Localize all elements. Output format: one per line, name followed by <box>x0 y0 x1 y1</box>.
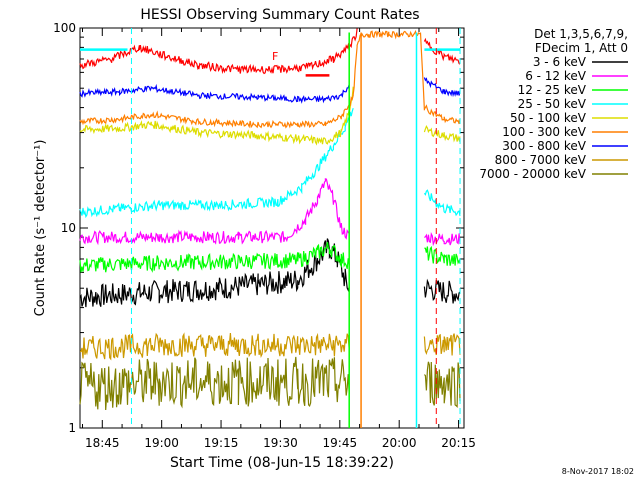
series-layer <box>79 28 461 411</box>
y-axis-label: Count Rate (s⁻¹ detector⁻¹) <box>33 140 48 317</box>
legend-header-line-1: Det 1,3,5,6,7,9, <box>534 27 628 41</box>
legend-label-3: 25 - 50 keV <box>518 97 587 111</box>
x-tick-label: 19:00 <box>144 436 179 450</box>
series-line-1 <box>79 178 461 247</box>
x-tick-label: 18:45 <box>85 436 120 450</box>
y-tick-label-10: 10 <box>61 221 76 235</box>
legend-header-line-2: FDecim 1, Att 0 <box>535 41 628 55</box>
series-line-8 <box>79 356 461 411</box>
timestamp: 8-Nov-2017 18:02 <box>562 467 634 476</box>
series-line-6 <box>79 77 461 104</box>
y-tick-label-1: 1 <box>68 421 76 435</box>
legend-label-5: 100 - 300 keV <box>502 125 586 139</box>
x-tick-label: 19:15 <box>204 436 239 450</box>
chart-title: HESSI Observing Summary Count Rates <box>140 7 419 23</box>
legend-label-1: 6 - 12 keV <box>525 69 587 83</box>
markers-layer <box>130 28 461 428</box>
legend-label-2: 12 - 25 keV <box>518 83 587 97</box>
flag-label: F <box>272 50 278 63</box>
series-line-7 <box>79 332 461 361</box>
legend-label-4: 50 - 100 keV <box>510 111 587 125</box>
legend-label-6: 300 - 800 keV <box>502 139 586 153</box>
series-line-2 <box>79 241 461 273</box>
x-tick-label: 19:45 <box>323 436 358 450</box>
x-axis-label: Start Time (08-Jun-15 18:39:22) <box>170 455 394 471</box>
x-tick-label: 20:15 <box>441 436 476 450</box>
y-tick-label-100: 100 <box>53 21 76 35</box>
series-line-0 <box>79 238 461 308</box>
x-tick-label: 20:00 <box>382 436 417 450</box>
legend: Det 1,3,5,6,7,9, FDecim 1, Att 0 3 - 6 k… <box>479 27 628 181</box>
x-tick-label: 19:30 <box>263 436 298 450</box>
series-line-4 <box>79 86 461 146</box>
x-tick-labels: 18:45 19:00 19:15 19:30 19:45 20:00 20:15 <box>85 436 476 450</box>
legend-label-7: 800 - 7000 keV <box>495 153 587 167</box>
series-line-3 <box>79 108 461 219</box>
legend-label-8: 7000 - 20000 keV <box>479 167 586 181</box>
legend-label-0: 3 - 6 keV <box>533 55 587 69</box>
series-line-5 <box>79 29 461 129</box>
